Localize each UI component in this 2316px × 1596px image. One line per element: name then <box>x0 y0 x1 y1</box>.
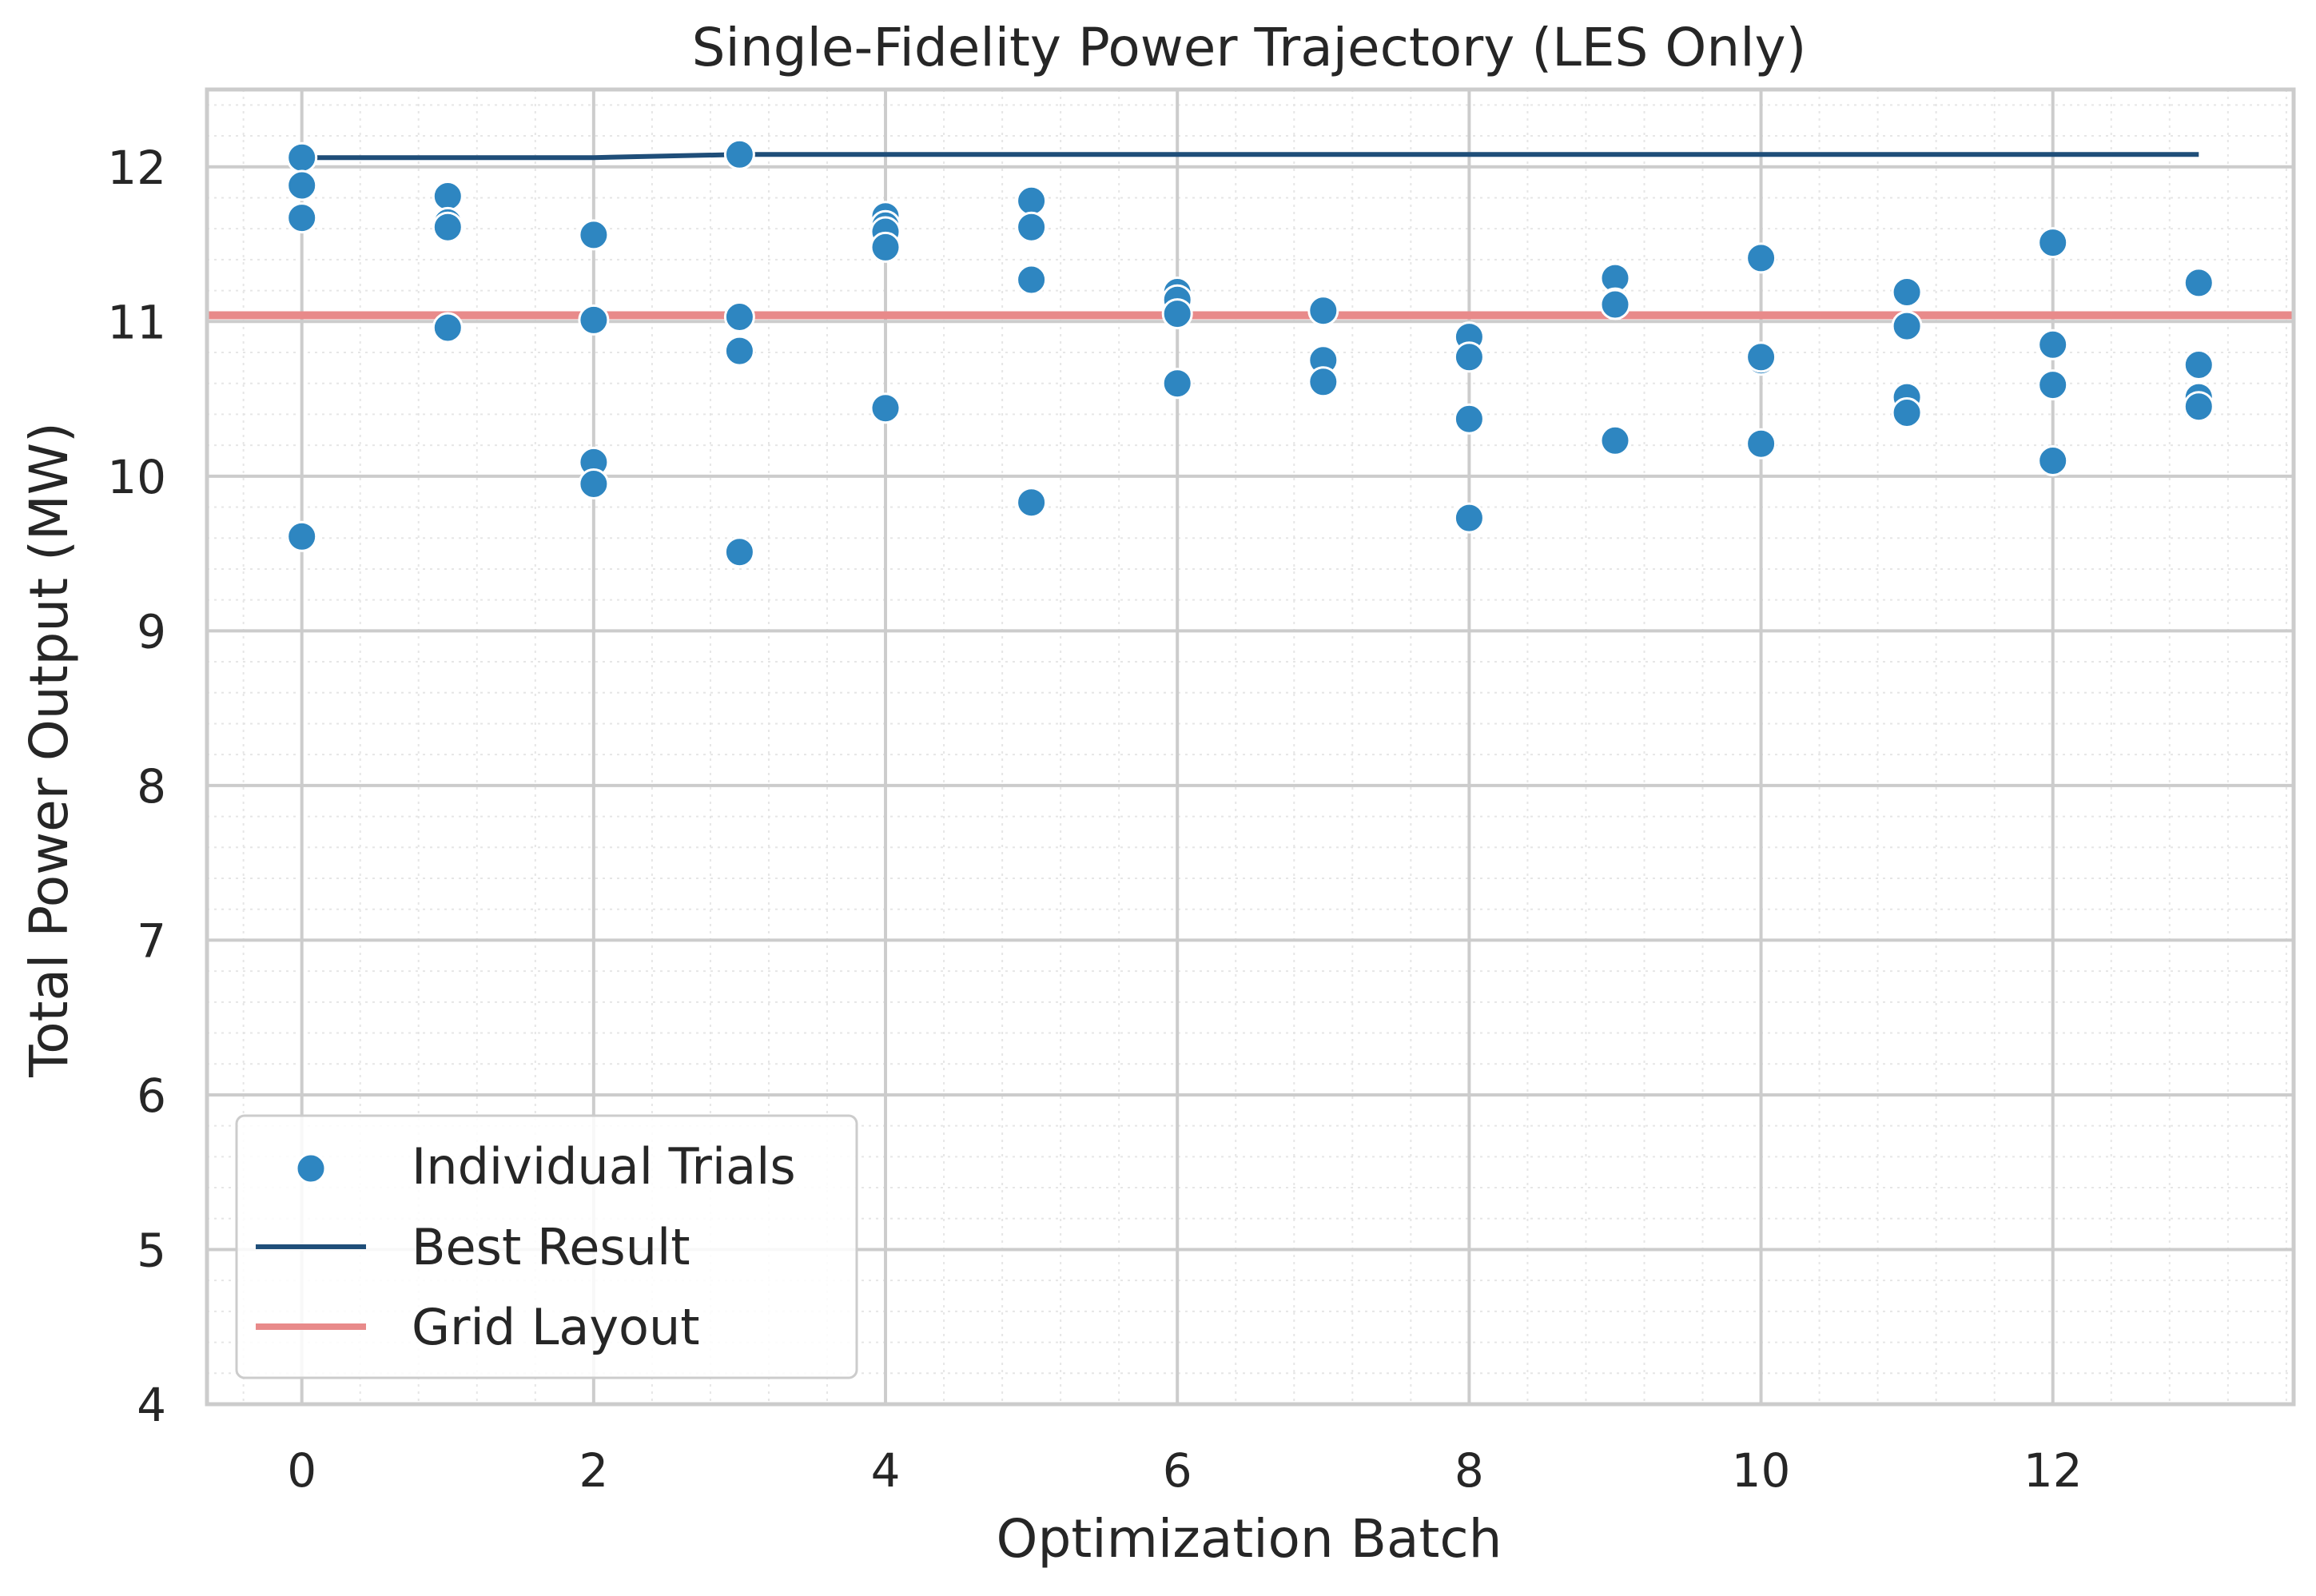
legend-label-individual-trials: Individual Trials <box>412 1137 796 1196</box>
trial-point <box>1016 211 1048 243</box>
trial-point <box>1453 403 1485 435</box>
y-tick-label: 11 <box>107 295 166 349</box>
y-tick-label: 4 <box>137 1378 166 1432</box>
y-axis-label: Total Power Output (MW) <box>18 422 80 1078</box>
trial-point <box>869 392 901 424</box>
trial-point <box>1307 366 1339 398</box>
x-tick-label: 6 <box>1163 1443 1192 1498</box>
trial-point <box>432 181 464 212</box>
trial-point <box>432 312 464 344</box>
axes-frame <box>205 87 2296 1407</box>
trial-point <box>723 301 755 332</box>
chart-title: Single-Fidelity Power Trajectory (LES On… <box>692 17 1807 78</box>
trial-point <box>2037 369 2069 401</box>
series-layer <box>207 138 2294 568</box>
legend-box <box>235 1114 858 1379</box>
trial-point <box>1453 502 1485 534</box>
trial-point <box>2037 328 2069 360</box>
trial-point <box>1745 341 1777 373</box>
y-tick-label: 7 <box>137 913 166 968</box>
trial-point <box>432 211 464 243</box>
y-tick-label: 12 <box>107 141 166 195</box>
trial-point <box>2183 267 2215 299</box>
trial-point <box>2183 349 2215 380</box>
y-tick-label: 5 <box>137 1223 166 1277</box>
trial-point <box>1599 424 1631 456</box>
legend-label-grid-layout: Grid Layout <box>412 1298 700 1356</box>
trial-point <box>723 536 755 568</box>
trial-point <box>1307 295 1339 327</box>
legend-marker-individual-trials <box>295 1152 327 1184</box>
trial-point <box>2183 391 2215 423</box>
y-tick-label: 9 <box>137 604 166 659</box>
y-tick-label: 8 <box>137 759 166 814</box>
trial-point <box>1891 277 1923 308</box>
trial-point <box>1599 289 1631 320</box>
trial-point <box>1891 310 1923 342</box>
x-tick-label: 0 <box>287 1443 316 1498</box>
trial-point <box>578 304 610 336</box>
trial-point <box>1891 397 1923 428</box>
x-tick-label: 4 <box>871 1443 901 1498</box>
trial-point <box>1016 264 1048 296</box>
x-tick-label: 2 <box>579 1443 608 1498</box>
trial-point <box>2037 445 2069 476</box>
trial-point <box>1745 242 1777 274</box>
y-tick-label: 6 <box>137 1069 166 1123</box>
trial-point <box>286 520 318 552</box>
trial-point <box>578 219 610 251</box>
trial-point <box>578 468 610 499</box>
best-result-line <box>301 152 2199 161</box>
x-tick-label: 12 <box>2024 1443 2083 1498</box>
minor-grid <box>207 90 2294 1404</box>
legend-label-best-result: Best Result <box>412 1218 690 1276</box>
tick-labels: 0 2 4 6 8 10 12 4 5 6 7 8 9 10 11 12 <box>107 141 2082 1498</box>
trial-point <box>1161 298 1193 330</box>
legend: Individual Trials Best Result Grid Layou… <box>235 1114 858 1379</box>
x-tick-label: 8 <box>1454 1443 1484 1498</box>
trial-point <box>1016 185 1048 217</box>
trial-point <box>1161 368 1193 400</box>
trial-point <box>1453 341 1485 373</box>
trial-point <box>723 335 755 367</box>
trial-point <box>286 202 318 234</box>
trial-point <box>286 141 318 173</box>
plot-frame <box>205 87 2296 1407</box>
trial-point <box>869 231 901 263</box>
y-tick-label: 10 <box>107 450 166 504</box>
trial-point <box>286 169 318 201</box>
trial-point <box>723 138 755 170</box>
x-axis-label: Optimization Batch <box>997 1508 1502 1570</box>
x-tick-label: 10 <box>1732 1443 1791 1498</box>
trial-point <box>1745 428 1777 460</box>
trial-point <box>1016 487 1048 519</box>
trial-point <box>2037 227 2069 259</box>
